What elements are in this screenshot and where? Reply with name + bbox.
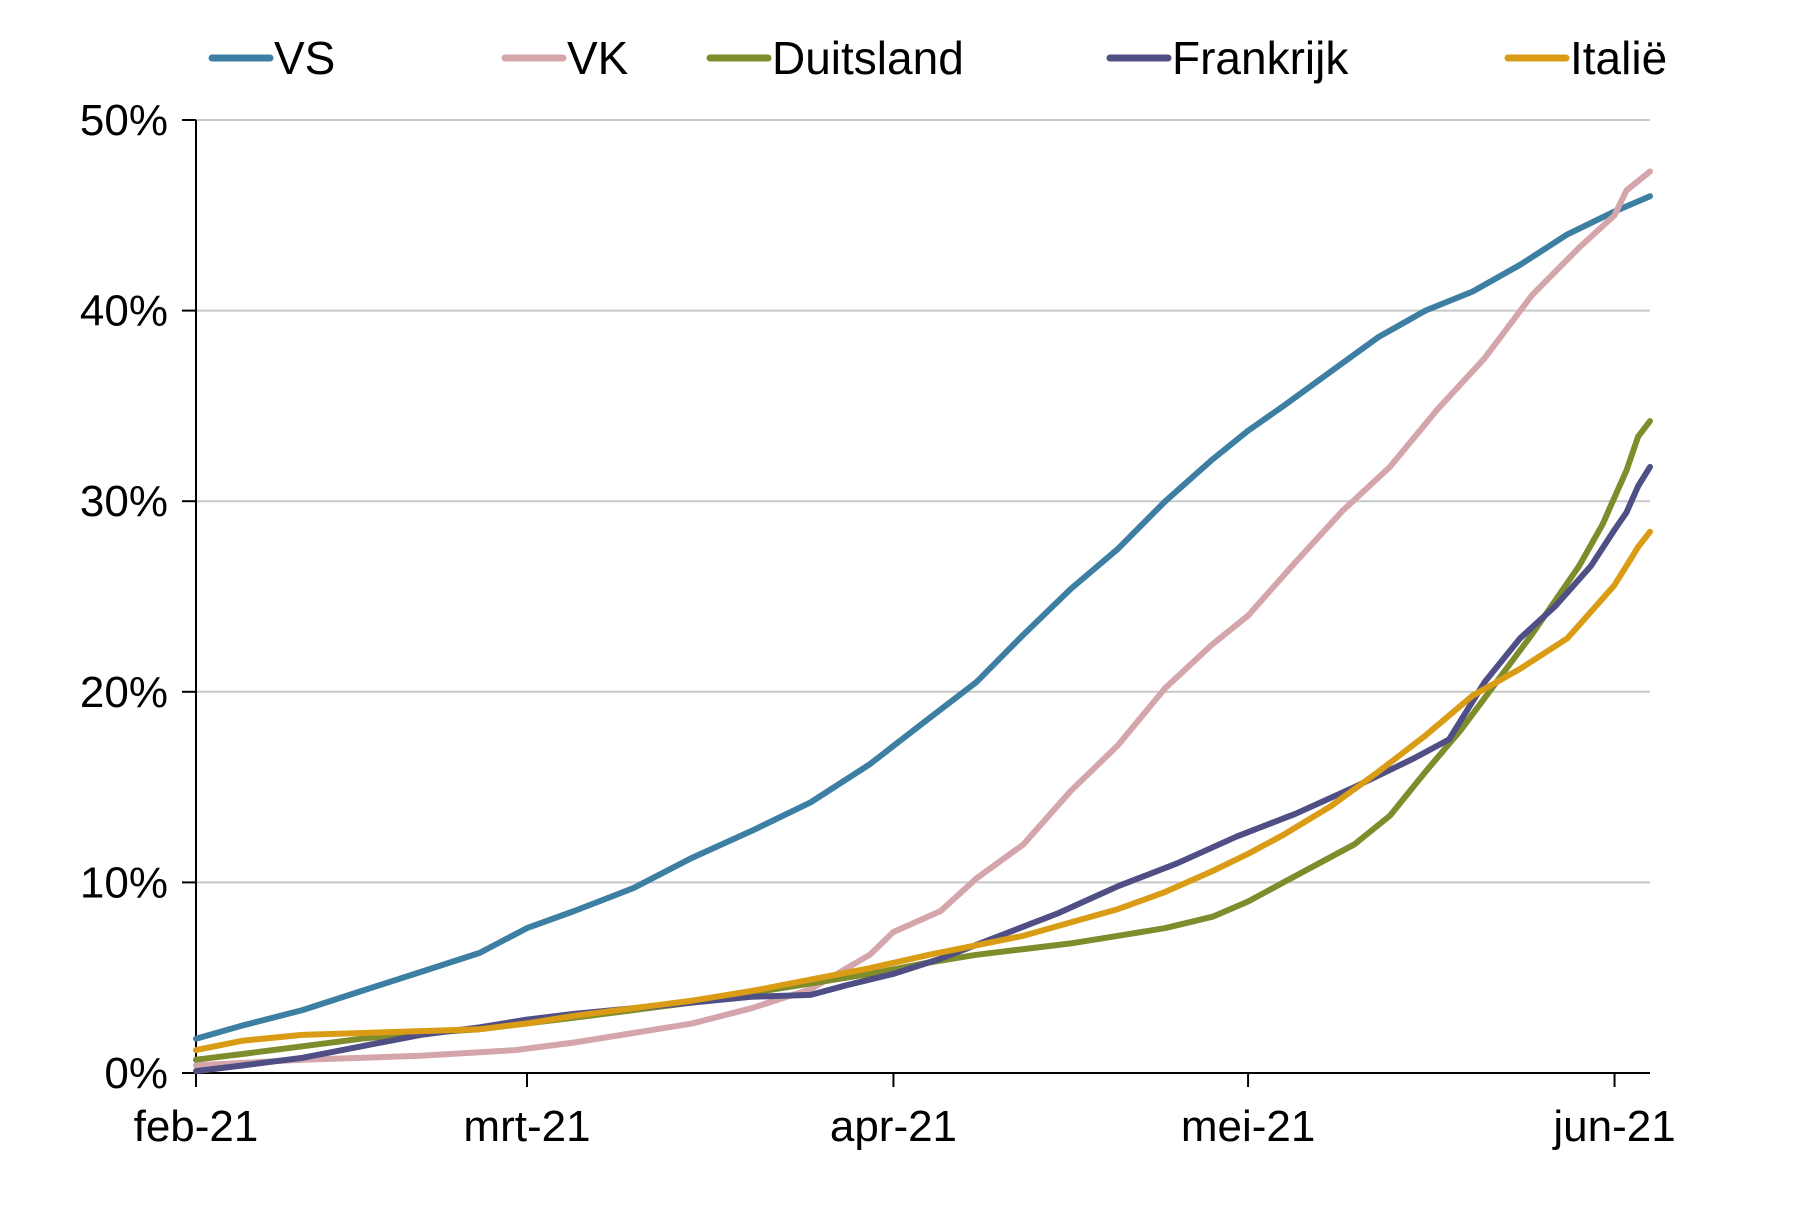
- y-tick-label: 30%: [80, 477, 168, 526]
- y-tick-label: 0%: [104, 1049, 168, 1098]
- y-tick-label: 20%: [80, 668, 168, 717]
- legend-label: VS: [274, 32, 335, 84]
- x-tick-label: apr-21: [830, 1102, 957, 1151]
- y-tick-label: 40%: [80, 287, 168, 336]
- series-line-vk: [193, 168, 1653, 1069]
- x-tick-label: feb-21: [134, 1102, 259, 1151]
- legend: VS VK Duitsland Frankrijk Italië: [208, 32, 1667, 84]
- legend-label: Duitsland: [772, 32, 964, 84]
- y-tick-label: 10%: [80, 858, 168, 907]
- gridlines: [196, 119, 1650, 884]
- x-tick-label: mei-21: [1181, 1102, 1316, 1151]
- series-line-vs: [193, 193, 1653, 1042]
- legend-label: VK: [567, 32, 629, 84]
- legend-label: Italië: [1570, 32, 1667, 84]
- y-tick-label: 50%: [80, 96, 168, 145]
- series-line-frankrijk: [193, 463, 1653, 1075]
- x-tick-label: mrt-21: [463, 1102, 590, 1151]
- series-line-italië: [193, 528, 1653, 1054]
- legend-label: Frankrijk: [1172, 32, 1349, 84]
- x-tick-label: jun-21: [1551, 1102, 1675, 1151]
- series-lines: [193, 168, 1653, 1075]
- axes: 0% 10% 20% 30% 40% 50% feb-21 mrt-21 apr-21 mei-2…: [80, 96, 1676, 1151]
